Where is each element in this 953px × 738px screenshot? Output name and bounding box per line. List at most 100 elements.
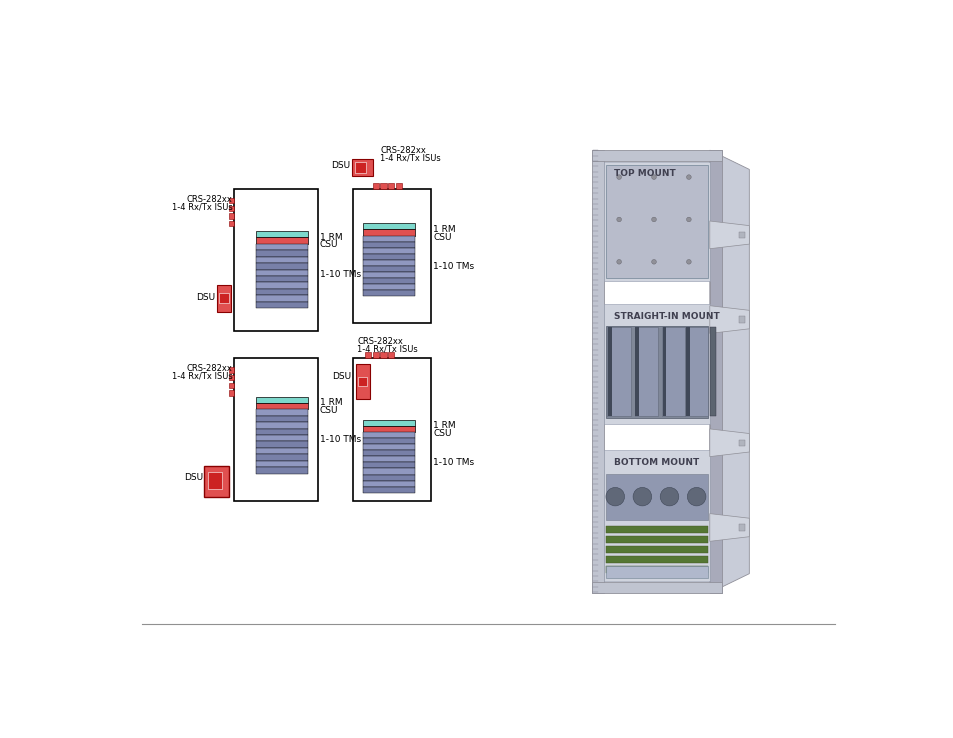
Circle shape [605, 487, 624, 506]
Bar [362, 248, 415, 254]
Bar [592, 582, 721, 593]
Text: 1 RM: 1 RM [319, 398, 342, 407]
Bar [739, 525, 744, 531]
Bar [219, 294, 229, 303]
Circle shape [686, 487, 705, 506]
Bar [661, 327, 684, 415]
Text: CRS-282xx: CRS-282xx [380, 145, 426, 154]
Bar [362, 450, 415, 456]
Bar [255, 302, 308, 308]
Polygon shape [709, 306, 748, 334]
Polygon shape [709, 150, 748, 593]
Bar [395, 182, 402, 189]
Bar [353, 358, 431, 500]
Bar [605, 546, 707, 553]
Bar [255, 422, 308, 429]
Bar [592, 150, 721, 161]
Bar [229, 375, 233, 380]
Bar [233, 189, 317, 331]
Bar [605, 526, 707, 533]
Text: CSU: CSU [319, 241, 338, 249]
Bar [362, 224, 415, 230]
Bar [255, 403, 308, 410]
Bar [380, 182, 386, 189]
Bar [255, 295, 308, 302]
Bar [634, 327, 658, 415]
Bar [255, 269, 308, 276]
Text: STRAIGHT-IN MOUNT: STRAIGHT-IN MOUNT [613, 312, 719, 321]
Bar [255, 410, 308, 415]
Bar [255, 276, 308, 283]
Bar [739, 440, 744, 446]
Bar [362, 432, 415, 438]
Bar [362, 438, 415, 444]
Bar [380, 352, 386, 358]
Bar [255, 257, 308, 263]
Bar [607, 327, 630, 415]
Bar [229, 206, 233, 211]
Bar [229, 383, 233, 388]
Text: 1-4 Rx/Tx ISUs: 1-4 Rx/Tx ISUs [356, 344, 417, 354]
Circle shape [686, 175, 691, 179]
Bar [255, 250, 308, 257]
Text: DSU: DSU [184, 473, 203, 482]
Bar [605, 556, 707, 563]
Bar [362, 235, 415, 241]
Bar [208, 472, 222, 489]
Bar [362, 456, 415, 462]
Bar [362, 475, 415, 480]
Text: CRS-282xx: CRS-282xx [356, 337, 402, 345]
Text: CRS-282xx: CRS-282xx [187, 195, 233, 204]
Bar [255, 461, 308, 467]
Bar [362, 284, 415, 290]
Bar [255, 396, 308, 403]
Bar [605, 165, 707, 278]
Bar [255, 244, 308, 250]
Bar [255, 289, 308, 295]
Bar [255, 231, 308, 238]
Bar [362, 272, 415, 278]
Text: 1-10 TMs: 1-10 TMs [433, 458, 474, 467]
Bar [608, 327, 612, 415]
Polygon shape [709, 429, 748, 457]
Bar [362, 278, 415, 284]
Text: TOP MOUNT: TOP MOUNT [613, 170, 675, 179]
Text: 1-4 Rx/Tx ISUs: 1-4 Rx/Tx ISUs [172, 372, 233, 381]
Text: 1-10 TMs: 1-10 TMs [433, 262, 474, 271]
Bar [605, 566, 707, 573]
Bar [362, 290, 415, 297]
Circle shape [633, 487, 651, 506]
Text: 1-10 TMs: 1-10 TMs [319, 269, 361, 278]
Bar [373, 182, 378, 189]
Text: DSU: DSU [333, 372, 352, 381]
Circle shape [651, 217, 656, 222]
Bar [709, 150, 721, 593]
Bar [255, 448, 308, 455]
Bar [229, 198, 233, 203]
Bar [661, 327, 666, 415]
Text: CSU: CSU [433, 232, 451, 241]
Bar [233, 358, 317, 500]
Bar [204, 466, 229, 497]
Bar [709, 327, 716, 415]
Bar [362, 241, 415, 248]
Bar [604, 304, 709, 424]
Text: BOTTOM MOUNT: BOTTOM MOUNT [613, 458, 699, 467]
Bar [352, 159, 373, 176]
Text: 1-4 Rx/Tx ISUs: 1-4 Rx/Tx ISUs [380, 154, 440, 162]
Bar [362, 266, 415, 272]
Bar [255, 429, 308, 435]
Bar [373, 352, 378, 358]
Bar [229, 390, 233, 396]
Bar [255, 263, 308, 269]
Bar [635, 327, 639, 415]
Bar [362, 480, 415, 487]
Polygon shape [709, 514, 748, 541]
Bar [362, 230, 415, 235]
Bar [362, 444, 415, 450]
Circle shape [617, 175, 620, 179]
Circle shape [686, 217, 691, 222]
Bar [388, 352, 394, 358]
Bar [255, 238, 308, 244]
Bar [229, 221, 233, 227]
